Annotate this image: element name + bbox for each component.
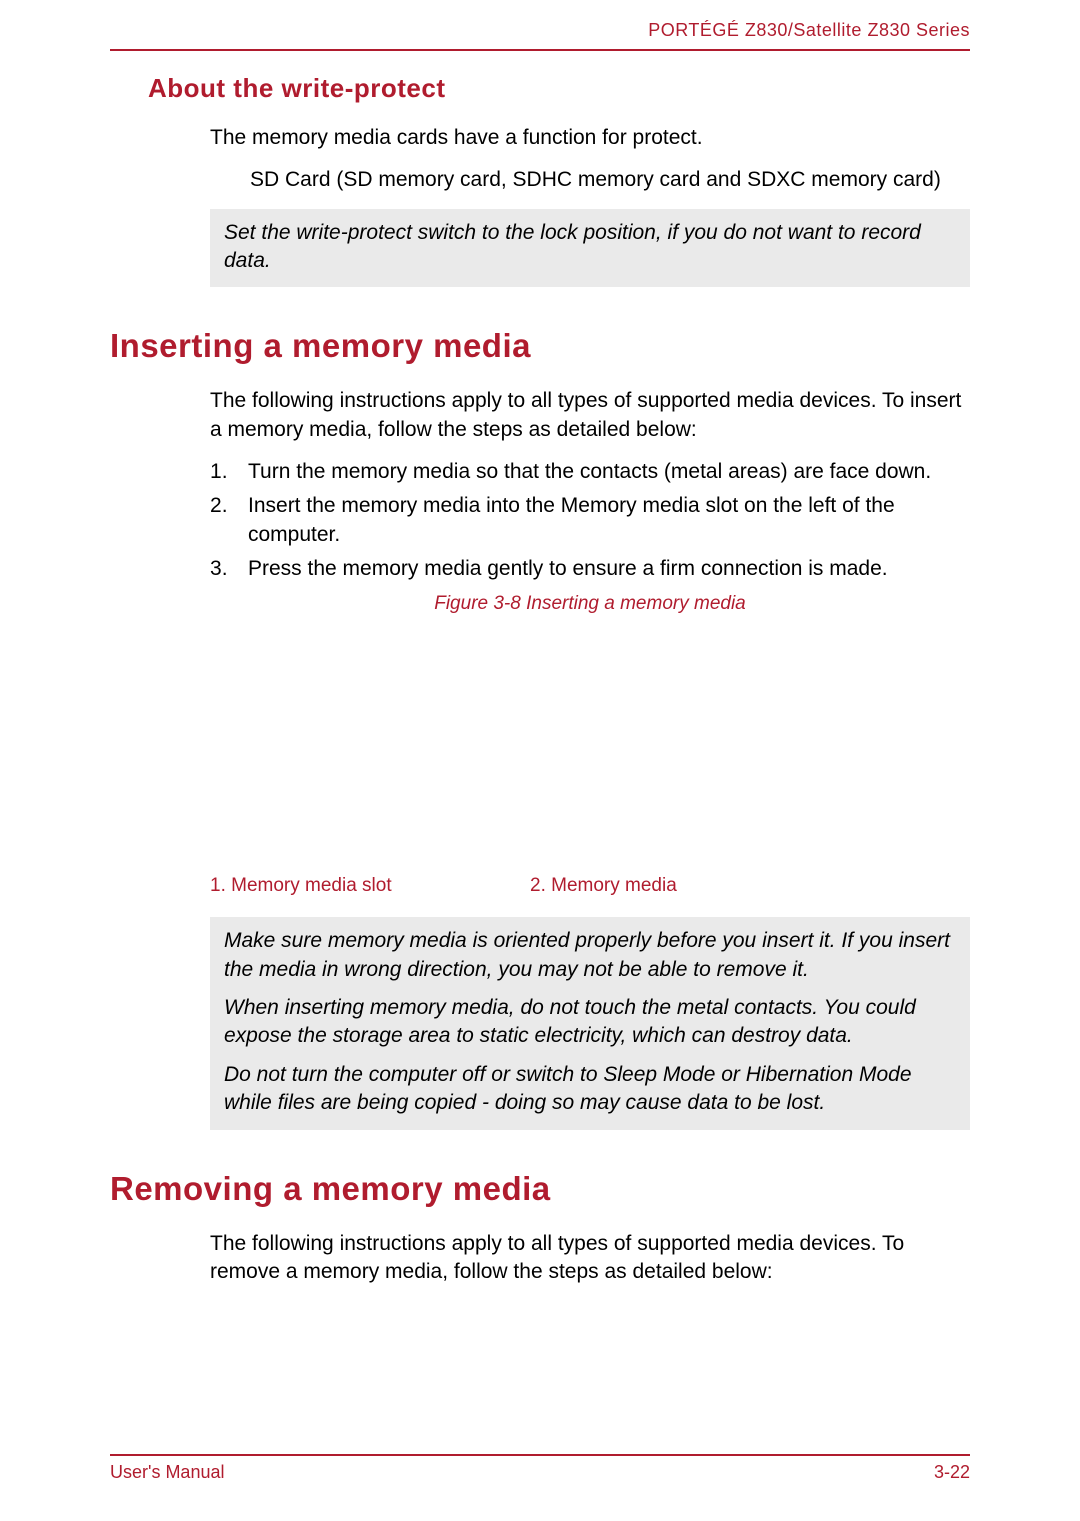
header-product-line: PORTÉGÉ Z830/Satellite Z830 Series [110,20,970,49]
write-protect-bullet: SD Card (SD memory card, SDHC memory car… [250,166,970,194]
insert-step: Insert the memory media into the Memory … [210,492,970,549]
document-page: PORTÉGÉ Z830/Satellite Z830 Series About… [0,0,1080,1286]
figure-placeholder [210,615,970,865]
insert-note: Make sure memory media is oriented prope… [224,927,956,984]
footer-right: 3-22 [934,1462,970,1483]
footer-left: User's Manual [110,1462,224,1483]
insert-steps-list: Turn the memory media so that the contac… [210,458,970,583]
insert-intro: The following instructions apply to all … [210,387,970,444]
write-protect-note-box: Set the write-protect switch to the lock… [210,209,970,288]
insert-note: When inserting memory media, do not touc… [224,994,956,1051]
header-rule [110,49,970,51]
insert-step: Press the memory media gently to ensure … [210,555,970,583]
remove-intro: The following instructions apply to all … [210,1230,970,1287]
heading-removing: Removing a memory media [110,1170,970,1208]
write-protect-intro: The memory media cards have a function f… [210,124,970,152]
insert-step: Turn the memory media so that the contac… [210,458,970,486]
write-protect-note: Set the write-protect switch to the lock… [224,219,956,276]
insert-note: Do not turn the computer off or switch t… [224,1061,956,1118]
figure-legend: 1. Memory media slot 2. Memory media [210,875,970,897]
legend-item: 1. Memory media slot [210,875,530,897]
figure-caption: Figure 3-8 Inserting a memory media [210,593,970,615]
legend-item: 2. Memory media [530,875,677,897]
insert-notes-box: Make sure memory media is oriented prope… [210,917,970,1129]
heading-write-protect: About the write-protect [148,73,970,104]
page-footer: User's Manual 3-22 [110,1454,970,1483]
heading-inserting: Inserting a memory media [110,327,970,365]
